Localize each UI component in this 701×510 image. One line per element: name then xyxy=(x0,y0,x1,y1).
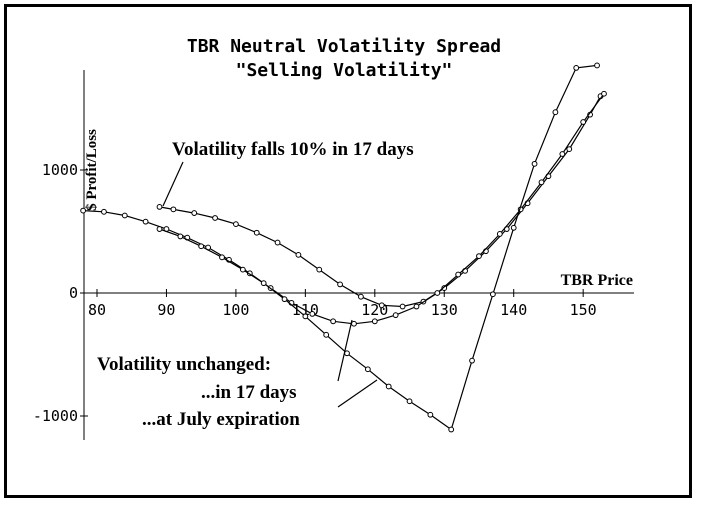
x-tick-label: 140 xyxy=(500,301,527,319)
data-point xyxy=(295,251,302,258)
data-point xyxy=(316,266,323,273)
series-layer xyxy=(80,62,607,433)
data-point xyxy=(212,215,218,221)
data-point xyxy=(364,366,371,373)
data-point xyxy=(448,426,455,433)
data-point xyxy=(260,280,267,287)
x-tick-label: 80 xyxy=(88,301,106,319)
data-point xyxy=(496,231,503,237)
data-point xyxy=(427,411,434,418)
annotation-in-17-days: ...in 17 days xyxy=(201,382,297,403)
x-axis-label: TBR Price xyxy=(561,272,633,289)
data-point xyxy=(559,151,566,157)
x-tick-label: 100 xyxy=(222,301,249,319)
data-point xyxy=(469,357,475,364)
series-3 xyxy=(156,62,600,433)
x-tick-label: 150 xyxy=(570,301,597,319)
chart-title: TBR Neutral Volatility Spread xyxy=(187,36,501,57)
data-point xyxy=(274,239,281,246)
data-point xyxy=(358,293,364,300)
data-point xyxy=(455,271,462,278)
x-tick-label: 90 xyxy=(157,301,175,319)
chart-subtitle: "Selling Volatility" xyxy=(236,60,453,81)
pointer-july-expiration xyxy=(337,379,378,408)
data-point xyxy=(392,312,399,319)
data-point xyxy=(80,207,87,214)
data-point xyxy=(101,208,107,215)
data-point xyxy=(302,313,309,320)
x-tick-label: 120 xyxy=(361,301,388,319)
data-point xyxy=(156,204,163,210)
chart-frame xyxy=(4,4,692,498)
y-tick-label: 1000 xyxy=(42,161,78,179)
data-point xyxy=(385,383,392,390)
data-point xyxy=(441,285,448,291)
data-point xyxy=(510,224,517,231)
data-point xyxy=(198,243,205,250)
data-point xyxy=(253,229,260,236)
data-point xyxy=(476,253,482,260)
y-axis-label: $ Profit/Loss xyxy=(84,129,100,211)
pointer-in-17-days xyxy=(337,319,353,382)
data-point xyxy=(531,160,538,167)
pointer-falls xyxy=(162,161,184,207)
data-point xyxy=(434,290,441,296)
y-tick-label: 0 xyxy=(69,284,78,302)
data-point xyxy=(337,281,343,288)
data-point xyxy=(191,210,198,216)
data-point xyxy=(399,303,406,310)
series-1 xyxy=(156,93,604,310)
data-point xyxy=(594,62,600,69)
data-point xyxy=(142,218,149,225)
data-point xyxy=(121,212,128,219)
series-line xyxy=(83,93,605,325)
data-point xyxy=(239,266,246,273)
data-point xyxy=(406,398,413,405)
data-point xyxy=(281,296,288,303)
data-point xyxy=(489,291,496,298)
data-point xyxy=(552,109,559,116)
x-tick-label: 130 xyxy=(431,301,458,319)
series-line xyxy=(159,95,602,308)
series-line xyxy=(159,64,598,431)
annotation-volatility-falls: Volatility falls 10% in 17 days xyxy=(172,139,414,160)
data-point xyxy=(330,318,337,325)
data-point xyxy=(351,320,357,327)
data-point xyxy=(538,179,545,186)
data-point xyxy=(309,311,316,317)
data-point xyxy=(177,233,184,240)
data-point xyxy=(170,206,177,213)
data-point xyxy=(371,318,378,325)
data-point xyxy=(233,221,239,228)
annotation-july-expiration: ...at July expiration xyxy=(142,409,300,430)
data-point xyxy=(566,146,573,152)
data-point xyxy=(573,65,580,71)
data-point xyxy=(378,302,385,309)
data-point xyxy=(219,254,225,261)
data-point xyxy=(413,303,420,310)
annotation-volatility-unchanged: Volatility unchanged: xyxy=(97,354,271,375)
data-point xyxy=(323,331,330,338)
y-tick-label: -1000 xyxy=(33,407,78,425)
data-point xyxy=(580,119,587,125)
data-point xyxy=(601,90,607,97)
data-point xyxy=(156,226,163,232)
